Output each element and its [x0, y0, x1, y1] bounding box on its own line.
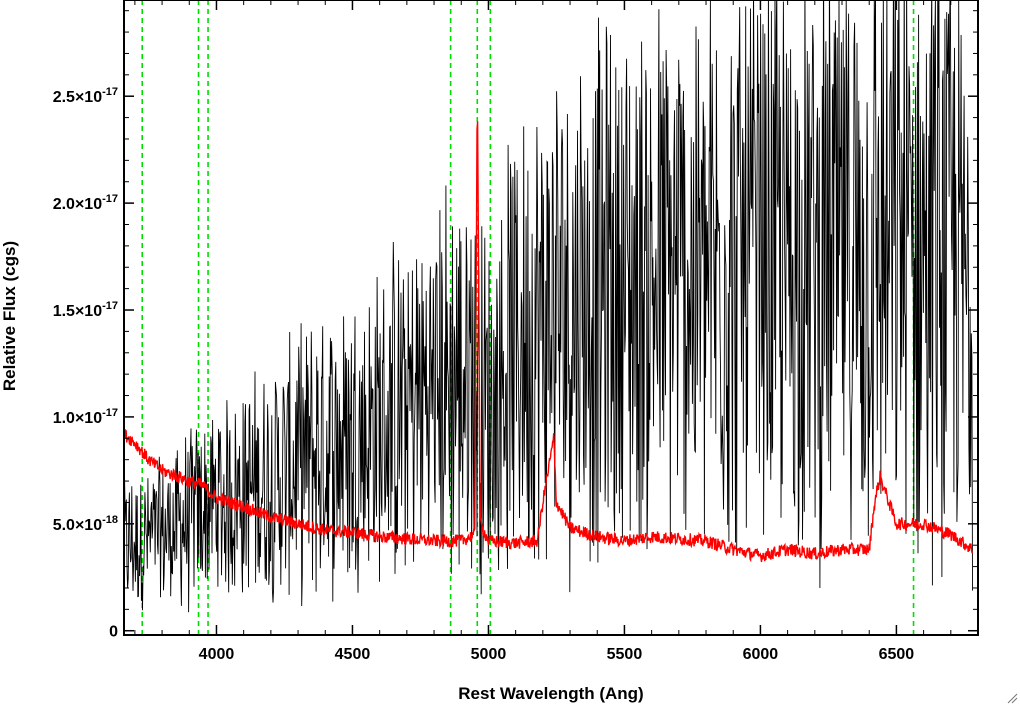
x-axis-title: Rest Wavelength (Ang) [458, 684, 643, 703]
x-tick-label-4: 6000 [743, 646, 779, 663]
series-layer [124, 0, 974, 613]
y-tick-label-1: 5.0×10-18 [53, 514, 118, 534]
y-tick-label-0: 0 [109, 624, 118, 641]
x-tick-label-0: 4000 [199, 646, 235, 663]
y-tick-label-2: 1.0×10-17 [53, 407, 118, 427]
y-axis-title: Relative Flux (cgs) [0, 241, 19, 391]
x-tick-label-2: 5000 [471, 646, 507, 663]
y-tick-label-5: 2.5×10-17 [53, 86, 118, 106]
resize-grip-icon[interactable] [1006, 692, 1018, 704]
y-tick-label-4: 2.0×10-17 [53, 193, 118, 213]
plot-frame [123, 0, 979, 636]
y-tick-label-3: 1.5×10-17 [53, 300, 118, 320]
series-line-1 [124, 121, 974, 563]
x-tick-label-3: 5500 [607, 646, 643, 663]
x-tick-label-1: 4500 [335, 646, 371, 663]
x-tick-label-5: 6500 [879, 646, 915, 663]
y-axis: 0 5.0×10-18 1.0×10-17 1.5×10-17 2.0×10-17 2.5… [53, 10, 978, 641]
x-axis: 4000 4500 5000 5500 6000 6500 [134, 0, 979, 663]
series-line-0 [124, 0, 973, 613]
